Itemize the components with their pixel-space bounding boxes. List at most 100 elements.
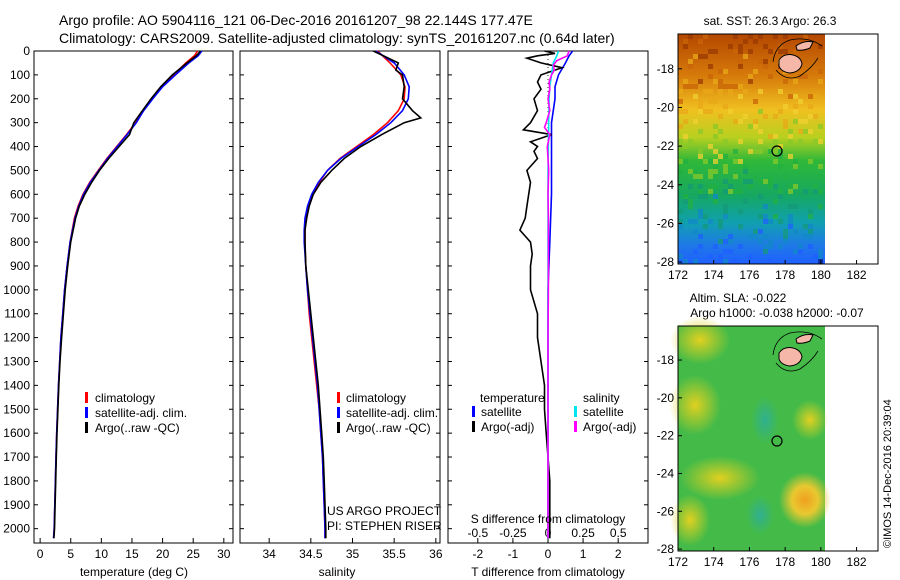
sst-pixel [713, 174, 718, 179]
sla-anomaly [669, 375, 721, 435]
sst-pixel [723, 84, 728, 89]
bathymetry-contour [772, 38, 823, 79]
sst-pixel [713, 134, 718, 139]
sst-pixel [793, 109, 798, 114]
map-y-tick-label: -28 [657, 542, 675, 556]
top-tick-label: -0.25 [499, 526, 527, 540]
salinity-xlabel: salinity [319, 565, 356, 579]
sst-pixel [683, 44, 688, 49]
x-tick-label: 35.5 [382, 547, 406, 561]
sst-pixel [758, 214, 763, 219]
sst-pixel [678, 254, 683, 259]
sst-pixel [813, 94, 818, 99]
sst-pixel [808, 159, 813, 164]
sst-pixel [813, 184, 818, 189]
sst-pixel [718, 219, 723, 224]
sst-pixel [718, 224, 723, 229]
sst-pixel [713, 169, 718, 174]
legend-swatch-argo [337, 422, 340, 433]
x-tick-label: 25 [187, 547, 201, 561]
sst-pixel [818, 69, 823, 74]
plot-frame [239, 50, 441, 544]
legend-swatch-s-satellite [574, 406, 577, 417]
sst-pixel [748, 179, 753, 184]
sst-pixel [708, 64, 713, 69]
sst-pixel [798, 119, 803, 124]
sst-pixel [728, 189, 733, 194]
sst-pixel [743, 199, 748, 204]
bathymetry-contour [772, 331, 823, 372]
sst-pixel [703, 89, 708, 94]
sst-pixel [743, 89, 748, 94]
sst-pixel [778, 244, 783, 249]
sst-pixel [813, 189, 818, 194]
sst-pixel [798, 139, 803, 144]
sst-pixel [718, 79, 723, 84]
sst-pixel [783, 229, 788, 234]
sst-pixel [703, 224, 708, 229]
sst-pixel [743, 54, 748, 59]
credit-project: US ARGO PROJECT [327, 504, 442, 518]
sst-pixel [698, 189, 703, 194]
sst-pixel [768, 74, 773, 79]
sst-pixel [693, 119, 698, 124]
sst-pixel [708, 49, 713, 54]
sst-pixel [728, 109, 733, 114]
map-x-tick-label: 178 [775, 268, 795, 282]
x-tick-label: 36 [429, 547, 443, 561]
sst-pixel [713, 199, 718, 204]
sst-pixel [708, 54, 713, 59]
sst-pixel [693, 84, 698, 89]
legend-label-satellite: satellite-adj. clim. [346, 406, 438, 420]
sst-pixel [788, 224, 793, 229]
sst-pixel [728, 84, 733, 89]
sst-pixel [693, 54, 698, 59]
sst-pixel [723, 169, 728, 174]
sst-pixel [753, 119, 758, 124]
sst-pixel [733, 149, 738, 154]
sst-pixel [793, 119, 798, 124]
sst-pixel [678, 89, 683, 94]
sst-pixel [723, 204, 728, 209]
y-tick-label: 500 [10, 163, 30, 177]
sst-pixel [748, 79, 753, 84]
y-tick-label: 1800 [3, 474, 30, 488]
sst-pixel [693, 94, 698, 99]
sst-pixel [718, 114, 723, 119]
sst-pixel [783, 124, 788, 129]
map-x-tick-label: 172 [668, 555, 688, 569]
sst-pixel [738, 49, 743, 54]
series-line [52, 50, 199, 539]
sst-pixel [763, 114, 768, 119]
sst-pixel [818, 174, 823, 179]
sst-pixel [738, 209, 743, 214]
sst-pixel [718, 89, 723, 94]
y-tick-label: 1600 [3, 426, 30, 440]
sst-pixel [758, 239, 763, 244]
sst-pixel [793, 229, 798, 234]
header-line2: Climatology: CARS2009. Satellite-adjuste… [59, 30, 615, 46]
sst-pixel [733, 119, 738, 124]
sst-pixel [703, 159, 708, 164]
difference-top-axis-label: S difference from climatology [471, 512, 626, 526]
sst-pixel [788, 219, 793, 224]
x-tick-label: 35 [346, 547, 360, 561]
sst-pixel [693, 174, 698, 179]
sst-pixel [773, 49, 778, 54]
x-tick-label: 10 [95, 547, 109, 561]
sst-pixel [688, 59, 693, 64]
sst-map-title: sat. SST: 26.3 Argo: 26.3 [704, 14, 837, 28]
sst-pixel [708, 89, 713, 94]
sst-pixel [818, 204, 823, 209]
sst-pixel [698, 39, 703, 44]
sst-pixel [818, 189, 823, 194]
sst-pixel [818, 124, 823, 129]
map-y-tick-label: -18 [657, 62, 675, 76]
sst-pixel [768, 49, 773, 54]
sst-pixel [793, 164, 798, 169]
sst-pixel [808, 214, 813, 219]
sst-pixel [743, 39, 748, 44]
x-tick-label: 2 [615, 547, 622, 561]
sst-pixel [708, 189, 713, 194]
sst-pixel [708, 159, 713, 164]
